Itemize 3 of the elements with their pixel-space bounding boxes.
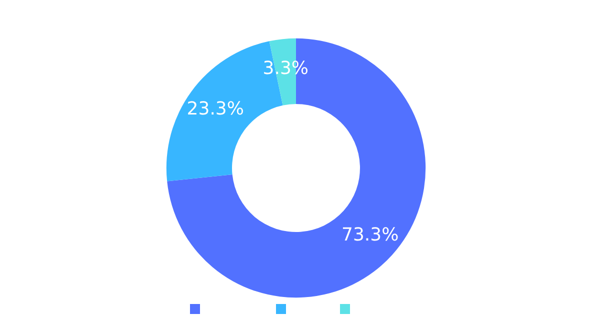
data-label: 23.3% [186, 98, 244, 120]
data-label: 3.3% [262, 58, 309, 80]
data-label: 73.3% [341, 224, 399, 246]
